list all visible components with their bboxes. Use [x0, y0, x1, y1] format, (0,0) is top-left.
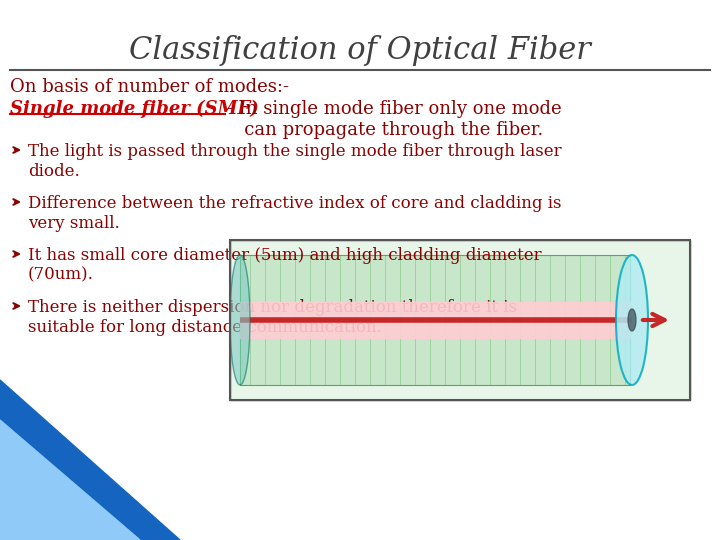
Text: On basis of number of modes:-: On basis of number of modes:-	[10, 78, 289, 96]
Text: - In single mode fiber only one mode
   can propagate through the fiber.: - In single mode fiber only one mode can…	[227, 100, 562, 139]
Bar	[230, 240, 690, 400]
Text: There is neither dispersion nor degradation therefore it is
suitable for long di: There is neither dispersion nor degradat…	[28, 299, 517, 335]
Ellipse shape	[230, 255, 250, 385]
Ellipse shape	[628, 309, 636, 331]
Text: Single mode fiber (SMF): Single mode fiber (SMF)	[10, 100, 265, 118]
Bar	[240, 255, 630, 385]
Text: It has small core diameter (5um) and high cladding diameter
(70um).: It has small core diameter (5um) and hig…	[28, 247, 541, 284]
Text: The light is passed through the single mode fiber through laser
diode.: The light is passed through the single m…	[28, 143, 562, 180]
Polygon shape	[0, 420, 140, 540]
Bar	[230, 240, 690, 400]
Text: Classification of Optical Fiber: Classification of Optical Fiber	[129, 35, 591, 66]
Text: Difference between the refractive index of core and cladding is
very small.: Difference between the refractive index …	[28, 195, 562, 232]
Ellipse shape	[616, 255, 648, 385]
Polygon shape	[0, 380, 180, 540]
